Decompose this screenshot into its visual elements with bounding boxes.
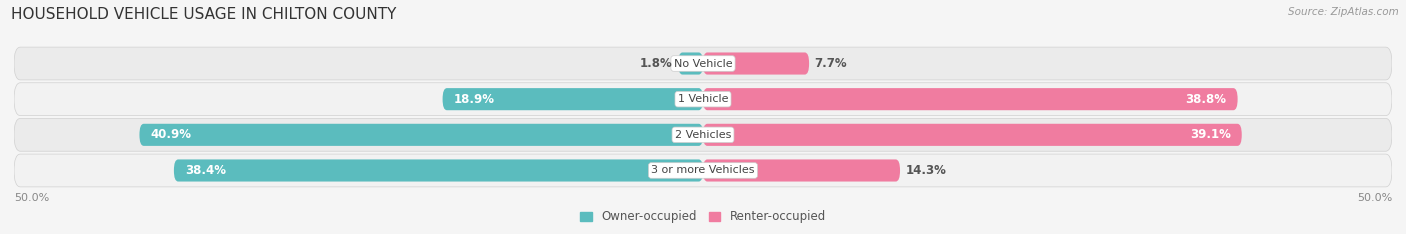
Text: 38.8%: 38.8% [1185, 93, 1226, 106]
Text: HOUSEHOLD VEHICLE USAGE IN CHILTON COUNTY: HOUSEHOLD VEHICLE USAGE IN CHILTON COUNT… [11, 7, 396, 22]
Text: 3 or more Vehicles: 3 or more Vehicles [651, 165, 755, 176]
FancyBboxPatch shape [703, 124, 1241, 146]
Text: 2 Vehicles: 2 Vehicles [675, 130, 731, 140]
FancyBboxPatch shape [14, 118, 1392, 151]
Text: 40.9%: 40.9% [150, 128, 191, 141]
FancyBboxPatch shape [139, 124, 703, 146]
Text: 50.0%: 50.0% [14, 193, 49, 203]
Text: 1 Vehicle: 1 Vehicle [678, 94, 728, 104]
Text: 1.8%: 1.8% [640, 57, 672, 70]
Text: 39.1%: 39.1% [1189, 128, 1230, 141]
FancyBboxPatch shape [443, 88, 703, 110]
Text: 14.3%: 14.3% [905, 164, 946, 177]
Text: 50.0%: 50.0% [1357, 193, 1392, 203]
FancyBboxPatch shape [703, 52, 808, 75]
Text: 38.4%: 38.4% [186, 164, 226, 177]
FancyBboxPatch shape [678, 52, 703, 75]
FancyBboxPatch shape [174, 159, 703, 182]
FancyBboxPatch shape [703, 159, 900, 182]
Text: Source: ZipAtlas.com: Source: ZipAtlas.com [1288, 7, 1399, 17]
Text: 18.9%: 18.9% [454, 93, 495, 106]
Text: No Vehicle: No Vehicle [673, 58, 733, 69]
FancyBboxPatch shape [703, 88, 1237, 110]
Legend: Owner-occupied, Renter-occupied: Owner-occupied, Renter-occupied [575, 205, 831, 228]
FancyBboxPatch shape [14, 83, 1392, 116]
FancyBboxPatch shape [14, 154, 1392, 187]
FancyBboxPatch shape [14, 47, 1392, 80]
Text: 7.7%: 7.7% [814, 57, 848, 70]
